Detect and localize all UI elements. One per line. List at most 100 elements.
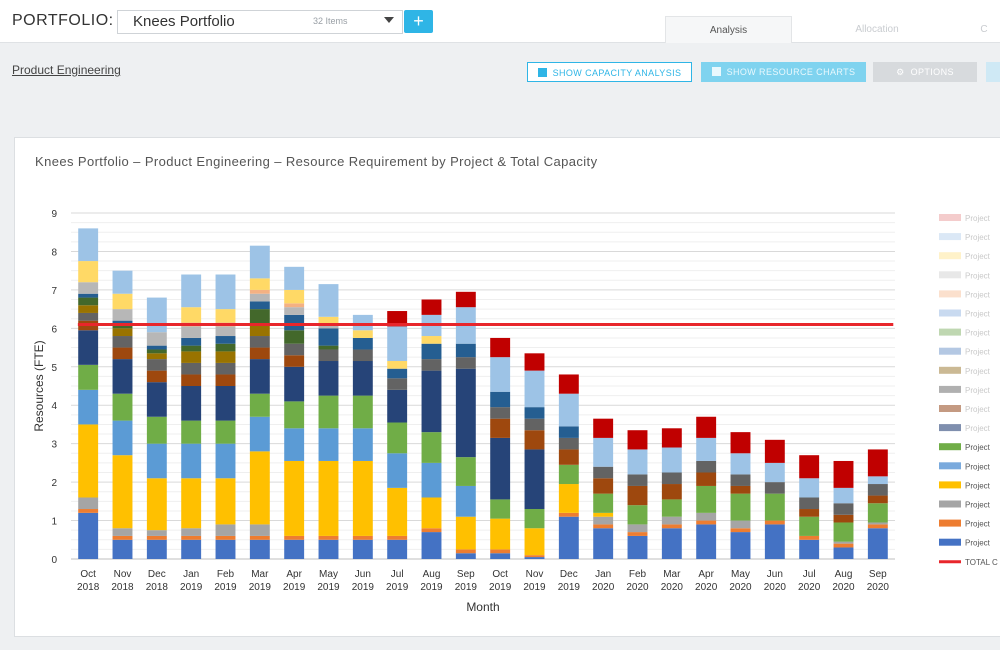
bar-segment xyxy=(696,485,717,513)
bar-segment xyxy=(799,497,820,510)
bar-segment xyxy=(318,428,339,461)
show-resource-charts-button[interactable]: SHOW RESOURCE CHARTS xyxy=(701,62,866,82)
x-tick-label: 2019 xyxy=(558,582,581,593)
bar-segment xyxy=(352,460,373,536)
legend-label: Project xyxy=(965,405,991,414)
legend-label: Project xyxy=(965,501,991,510)
tab-allocation[interactable]: Allocation xyxy=(855,24,899,35)
bar-segment xyxy=(593,466,614,479)
bar-segment xyxy=(352,337,373,350)
bar-segment xyxy=(627,524,648,533)
add-button[interactable]: + xyxy=(404,10,433,33)
bar-segment xyxy=(318,460,339,536)
bar-segment xyxy=(146,332,167,346)
bar-segment xyxy=(421,343,442,360)
x-tick-label: 2018 xyxy=(146,582,169,593)
x-tick-label: 2020 xyxy=(592,582,615,593)
show-capacity-analysis-button[interactable]: SHOW CAPACITY ANALYSIS xyxy=(527,62,692,82)
legend-swatch xyxy=(939,214,961,221)
legend-label: Project xyxy=(965,424,991,433)
bar-segment xyxy=(833,487,854,504)
bar-segment xyxy=(352,330,373,338)
bar-segment xyxy=(215,362,236,375)
legend-swatch xyxy=(939,538,961,546)
bar-segment xyxy=(78,509,99,513)
bar-segment xyxy=(661,524,682,529)
bar-segment xyxy=(249,324,270,337)
tab-third[interactable]: C xyxy=(980,24,988,35)
bar-segment xyxy=(799,535,820,540)
bar-segment xyxy=(215,443,236,479)
bar-segment xyxy=(593,528,614,559)
bar-segment xyxy=(284,539,305,559)
bar-segment xyxy=(284,330,305,344)
legend-label: Project xyxy=(965,520,991,529)
bar-segment xyxy=(524,430,545,450)
bar-segment xyxy=(696,472,717,486)
bar-segment xyxy=(387,326,408,362)
legend-swatch xyxy=(939,443,961,451)
bar-segment xyxy=(524,407,545,419)
bar-segment xyxy=(661,484,682,500)
bar-segment xyxy=(352,539,373,559)
bar-segment xyxy=(78,297,99,306)
bar-segment xyxy=(867,528,888,559)
options-button[interactable]: ⚙ OPTIONS xyxy=(873,62,977,82)
bar-segment xyxy=(78,261,99,283)
bar-segment xyxy=(661,516,682,525)
portfolio-selector[interactable]: Knees Portfolio 32 Items xyxy=(117,10,403,34)
bar-segment xyxy=(627,485,648,506)
bar-segment xyxy=(78,512,99,559)
bar-segment xyxy=(558,437,579,450)
bar-segment xyxy=(215,524,236,536)
tab-analysis[interactable]: Analysis xyxy=(665,16,792,43)
bar-segment xyxy=(181,478,202,529)
bar-segment xyxy=(799,516,820,536)
x-tick-label: 2019 xyxy=(489,582,512,593)
bar-segment xyxy=(249,451,270,525)
x-tick-label: Sep xyxy=(457,569,475,580)
bar-segment xyxy=(181,362,202,375)
bar-segment xyxy=(490,337,511,358)
bar-segment xyxy=(490,549,511,554)
bar-segment xyxy=(421,497,442,529)
bar-segment xyxy=(867,495,888,504)
bar-segment xyxy=(764,520,785,525)
x-tick-label: 2019 xyxy=(317,582,340,593)
bar-segment xyxy=(181,443,202,479)
bar-segment xyxy=(215,309,236,323)
bar-segment xyxy=(627,474,648,486)
legend-swatch xyxy=(939,462,961,470)
bar-segment xyxy=(318,395,339,429)
x-tick-label: May xyxy=(731,569,750,580)
y-tick-label: 4 xyxy=(51,401,57,412)
x-tick-label: 2019 xyxy=(420,582,443,593)
bar-segment xyxy=(112,336,133,348)
legend-swatch xyxy=(939,519,961,527)
bar-segment xyxy=(490,418,511,438)
bar-segment xyxy=(352,349,373,362)
y-tick-label: 0 xyxy=(51,555,57,566)
bar-segment xyxy=(112,359,133,394)
bar-segment xyxy=(249,293,270,302)
bar-segment xyxy=(284,401,305,429)
bar-segment xyxy=(627,505,648,525)
bar-segment xyxy=(764,462,785,483)
x-tick-label: Jan xyxy=(595,569,611,580)
legend-label: Project xyxy=(965,539,991,548)
bar-segment xyxy=(249,301,270,310)
bar-segment xyxy=(558,464,579,485)
extra-button[interactable] xyxy=(986,62,1000,82)
bar-segment xyxy=(249,347,270,360)
bar-segment xyxy=(696,416,717,438)
bar-segment xyxy=(627,535,648,559)
show-resource-charts-label: SHOW RESOURCE CHARTS xyxy=(726,67,856,77)
legend-swatch xyxy=(939,233,961,241)
bar-segment xyxy=(215,326,236,337)
bar-segment xyxy=(867,449,888,477)
bar-segment xyxy=(558,512,579,517)
breadcrumb[interactable]: Product Engineering xyxy=(12,63,121,77)
bar-segment xyxy=(146,345,167,350)
legend-swatch xyxy=(939,309,961,317)
bar-segment xyxy=(215,539,236,559)
